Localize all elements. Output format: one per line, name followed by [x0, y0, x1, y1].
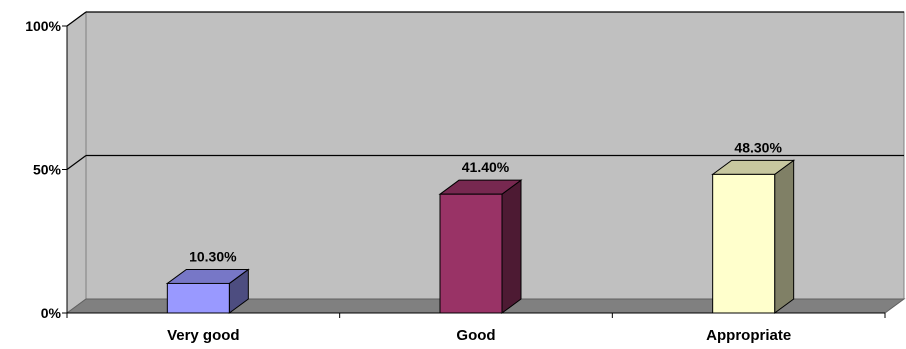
data-label: 41.40%: [462, 159, 510, 175]
bar-front: [166, 282, 230, 314]
bar-front: [712, 173, 776, 314]
x-tick-label: Very good: [167, 327, 240, 344]
bar-front: [439, 193, 503, 314]
x-tick-label: Good: [456, 327, 495, 344]
data-label: 10.30%: [189, 248, 237, 264]
data-label: 48.30%: [734, 139, 782, 155]
y-tick-label: 100%: [25, 18, 61, 34]
bar: [438, 179, 523, 314]
bar: [165, 268, 250, 314]
gridline-depth: [66, 155, 87, 170]
x-tick-label: Appropriate: [706, 327, 791, 344]
bar-side: [774, 159, 795, 314]
bar-side: [501, 179, 522, 314]
gridline-depth: [66, 11, 87, 27]
y-tick-label: 50%: [33, 162, 62, 178]
y-tick-label: 0%: [41, 305, 62, 321]
bar: [711, 159, 796, 314]
